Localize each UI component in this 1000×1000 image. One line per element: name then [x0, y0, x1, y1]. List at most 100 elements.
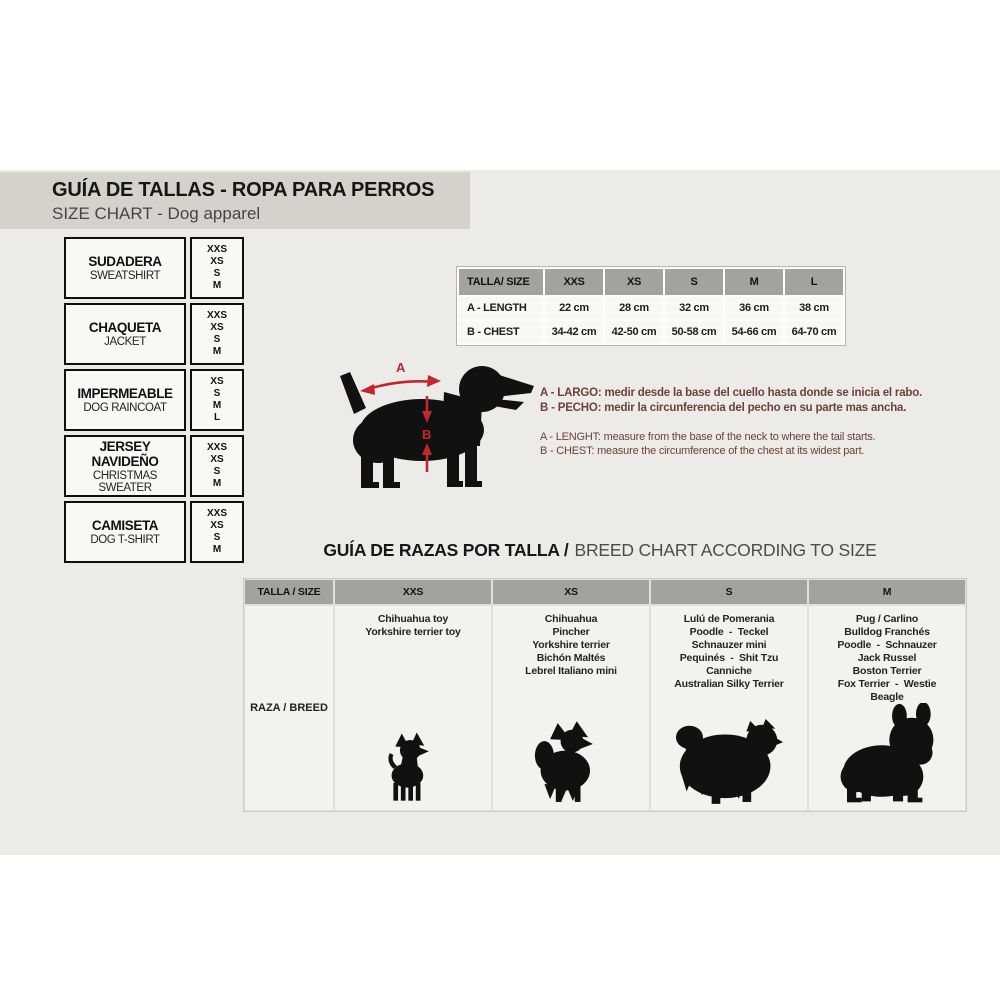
label-b: B: [422, 427, 431, 442]
size-option: M: [212, 346, 222, 357]
garment-sizes-cell: XS S M L: [190, 369, 244, 431]
length-value: 28 cm: [605, 297, 663, 319]
garment-size-table: SUDADERA SWEATSHIRT XXS XS S M CHAQUETA …: [64, 237, 246, 563]
size-option: XS: [210, 454, 224, 465]
size-option: XS: [210, 322, 224, 333]
size-option: XS: [210, 520, 224, 531]
breed-item: Bichón Maltés: [536, 652, 606, 664]
pomeranian-silhouette: [675, 719, 783, 804]
length-value: 38 cm: [785, 297, 843, 319]
size-option: XXS: [206, 244, 227, 255]
breed-item: Beagle: [870, 691, 904, 703]
length-value: 32 cm: [665, 297, 723, 319]
note-en-length: A - LENGHT: measure from the base of the…: [540, 431, 876, 443]
row-label: A - LENGTH: [459, 297, 543, 319]
measurement-table: TALLA/ SIZE XXS XS S M L A - LENGTH 22 c…: [456, 266, 846, 346]
garment-name-en: DOG RAINCOAT: [83, 402, 167, 414]
garment-name-cell: SUDADERA SWEATSHIRT: [64, 237, 186, 299]
label-a: A: [396, 360, 406, 375]
garment-name-es: SUDADERA: [88, 254, 162, 269]
column-header: S: [651, 580, 807, 604]
size-option: M: [212, 280, 222, 291]
row-label: B - CHEST: [459, 321, 543, 343]
breed-cell-xs: Chihuahua Pincher Yorkshire terrier Bich…: [493, 606, 649, 810]
garment-name-es: IMPERMEABLE: [77, 386, 173, 401]
breed-item: Poodle - Schnauzer: [837, 639, 937, 651]
size-option: S: [213, 268, 221, 279]
breed-item: Poodle - Teckel: [689, 626, 769, 638]
garment-name-en: DOG T-SHIRT: [90, 534, 160, 546]
size-option: L: [213, 412, 221, 423]
garment-name-en: CHRISTMAS SWEATER: [92, 469, 158, 494]
column-header: M: [725, 269, 783, 295]
column-header: M: [809, 580, 965, 604]
column-header: XXS: [335, 580, 491, 604]
breed-item: Pincher: [552, 626, 590, 638]
measure-arrow-b: B: [422, 396, 432, 472]
size-option: S: [213, 388, 221, 399]
page-title: GUÍA DE TALLAS - ROPA PARA PERROS: [52, 179, 435, 201]
chest-value: 64-70 cm: [785, 321, 843, 343]
measurement-notes: A - LARGO: medir desde la base del cuell…: [540, 386, 970, 458]
size-option: M: [212, 478, 222, 489]
breed-title-es: GUÍA DE RAZAS POR TALLA /: [323, 540, 569, 560]
column-header: TALLA / SIZE: [245, 580, 333, 604]
page-subtitle: SIZE CHART - Dog apparel: [52, 204, 261, 223]
garment-name-cell: JERSEY NAVIDEÑO CHRISTMAS SWEATER: [64, 435, 186, 497]
breed-row-label: RAZA / BREED: [245, 606, 333, 810]
garment-name-es: JERSEY NAVIDEÑO: [91, 438, 159, 469]
breed-cell-xxs: Chihuahua toy Yorkshire terrier toy: [335, 606, 491, 810]
size-option: S: [213, 334, 221, 345]
garment-name-es: CHAQUETA: [88, 320, 162, 335]
breed-item: Boston Terrier: [852, 665, 922, 677]
chest-value: 34-42 cm: [545, 321, 603, 343]
breed-item: Lulú de Pomerania: [683, 613, 775, 625]
garment-name-cell: IMPERMEABLE DOG RAINCOAT: [64, 369, 186, 431]
length-value: 36 cm: [725, 297, 783, 319]
labrador-silhouette: [340, 366, 534, 488]
garment-sizes-cell: XXS XS S M: [190, 303, 244, 365]
breed-item: Pequinés - Shit Tzu: [679, 652, 779, 664]
column-header: S: [665, 269, 723, 295]
breed-cell-s: Lulú de Pomerania Poodle - Teckel Schnau…: [651, 606, 807, 810]
chest-value: 50-58 cm: [665, 321, 723, 343]
note-en-chest: B - CHEST: measure the circumference of …: [540, 445, 865, 457]
size-option: M: [212, 544, 222, 555]
breed-item: Yorkshire terrier toy: [365, 626, 461, 638]
measure-arrow-a: A: [360, 360, 441, 395]
breed-chart-title: GUÍA DE RAZAS POR TALLA / BREED CHART ACC…: [243, 540, 957, 561]
breed-item: Jack Russel: [857, 652, 917, 664]
garment-name-cell: CHAQUETA JACKET: [64, 303, 186, 365]
breed-item: Lebrel Italiano mini: [525, 665, 617, 677]
garment-sizes-cell: XXS XS S M: [190, 501, 244, 563]
breed-item: Australian Silky Terrier: [674, 678, 784, 690]
note-es-chest: B - PECHO: medir la circunferencia del p…: [540, 402, 907, 414]
breed-cell-m: Pug / Carlino Bulldog Franchés Poodle - …: [809, 606, 965, 810]
column-header: XS: [605, 269, 663, 295]
size-option: XXS: [206, 508, 227, 519]
breed-item: Fox Terrier - Westie: [837, 678, 937, 690]
column-header: TALLA/ SIZE: [459, 269, 543, 295]
column-header: L: [785, 269, 843, 295]
breed-item: Yorkshire terrier: [532, 639, 610, 651]
length-value: 22 cm: [545, 297, 603, 319]
garment-name-es: CAMISETA: [91, 518, 159, 533]
chihuahua-silhouette: [388, 732, 429, 801]
dog-measurement-diagram: A B: [340, 360, 534, 488]
size-option: S: [213, 532, 221, 543]
size-option: XS: [210, 376, 224, 387]
column-header: XS: [493, 580, 649, 604]
garment-name-en: JACKET: [104, 336, 146, 348]
chest-value: 54-66 cm: [725, 321, 783, 343]
breed-title-en: BREED CHART ACCORDING TO SIZE: [574, 540, 877, 560]
size-option: S: [213, 466, 221, 477]
note-es-length: A - LARGO: medir desde la base del cuell…: [540, 387, 923, 399]
size-option: XXS: [206, 442, 227, 453]
chest-value: 42-50 cm: [605, 321, 663, 343]
french-bulldog-silhouette: [840, 703, 934, 803]
breed-item: Bulldog Franchés: [844, 626, 930, 638]
column-header: XXS: [545, 269, 603, 295]
size-option: M: [212, 400, 222, 411]
garment-name-en: SWEATSHIRT: [89, 270, 161, 282]
